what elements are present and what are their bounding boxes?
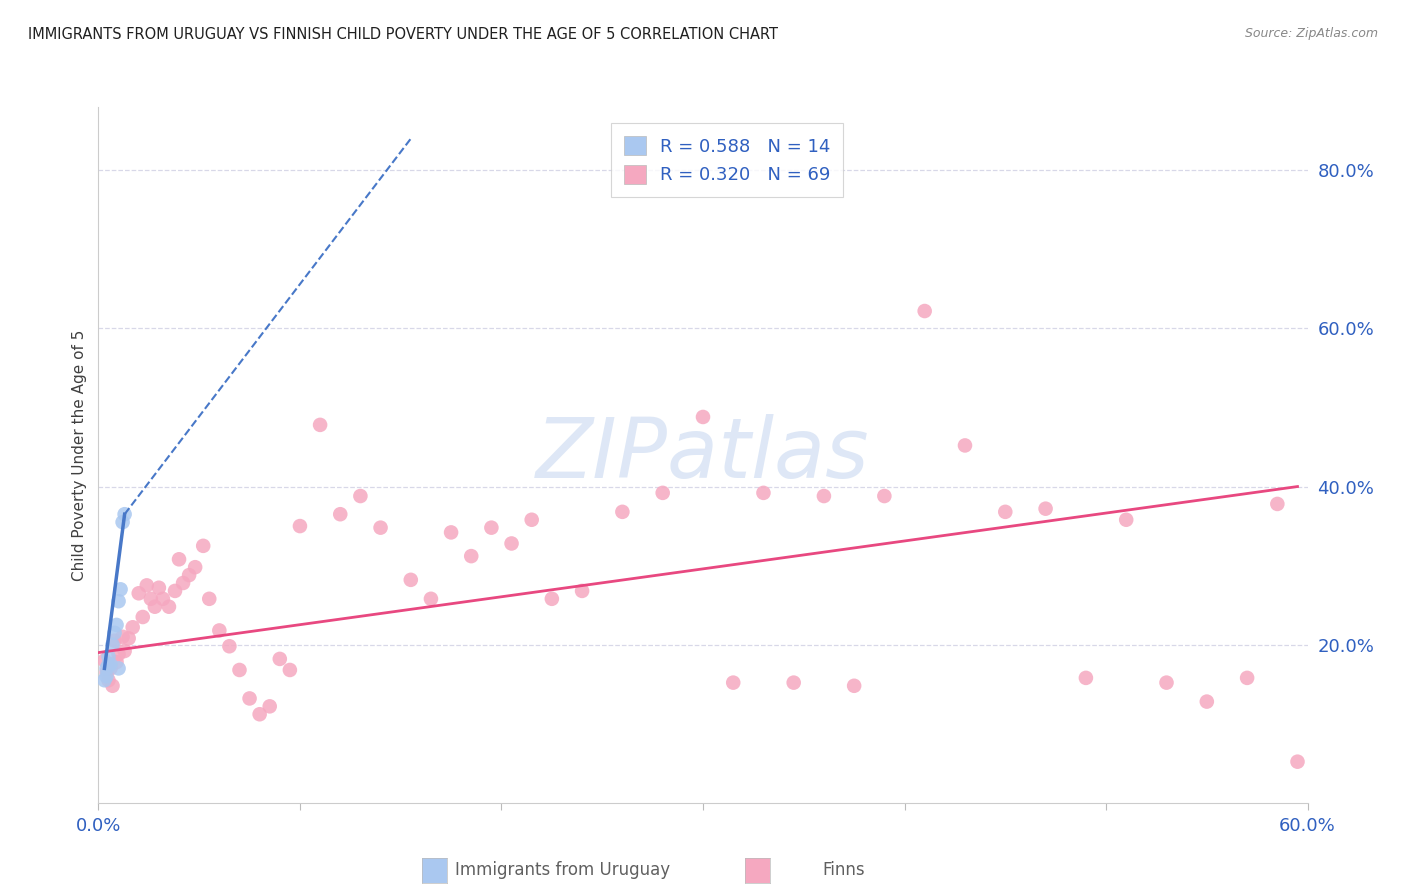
Point [103,625,125,640]
Text: Immigrants from Uruguay: Immigrants from Uruguay [454,861,671,879]
Point [114,644,136,658]
Point [111,515,134,529]
Point [873,489,896,503]
Point [93,653,115,667]
Point [184,560,207,574]
Point [128,586,150,600]
Point [157,599,180,614]
Point [179,568,201,582]
Point [100,661,122,675]
Point [288,519,311,533]
Point [1286,755,1309,769]
Point [93,673,115,688]
Point [101,679,124,693]
Point [96,665,118,680]
Point [651,486,673,500]
Point [1074,671,1097,685]
Point [1267,497,1289,511]
Point [107,647,129,661]
Point [994,505,1017,519]
Point [844,679,866,693]
Text: ZIPatlas: ZIPatlas [536,415,870,495]
Point [135,578,157,592]
Point [172,576,194,591]
Point [167,552,190,566]
Point [1115,513,1137,527]
Point [460,549,482,563]
Point [139,591,162,606]
Point [100,657,122,672]
Point [132,610,155,624]
Point [105,618,128,632]
Text: Source: ZipAtlas.com: Source: ZipAtlas.com [1244,27,1378,40]
Point [239,691,262,706]
Point [1156,675,1178,690]
Point [228,663,250,677]
Point [152,591,174,606]
Point [193,539,215,553]
Point [118,632,141,646]
Point [1035,501,1057,516]
Point [208,624,231,638]
Point [349,489,371,503]
Point [143,599,166,614]
Point [278,663,301,677]
Text: Finns: Finns [823,861,865,879]
Point [571,583,593,598]
Point [541,591,564,606]
Point [1195,695,1218,709]
Point [1236,671,1258,685]
Point [121,620,143,634]
Point [107,661,129,675]
Point [218,639,240,653]
Point [914,304,936,318]
Point [114,507,136,521]
Point [783,675,806,690]
Legend: R = 0.588   N = 14, R = 0.320   N = 69: R = 0.588 N = 14, R = 0.320 N = 69 [612,123,844,197]
Point [259,699,281,714]
Point [97,649,120,664]
Point [110,582,132,597]
Point [481,521,503,535]
Point [329,507,352,521]
Point [103,633,125,648]
Point [692,409,714,424]
Point [249,707,271,722]
Point [723,675,745,690]
Y-axis label: Child Poverty Under the Age of 5: Child Poverty Under the Age of 5 [72,329,87,581]
Point [370,521,392,535]
Point [420,591,443,606]
Point [96,669,118,683]
Point [520,513,543,527]
Point [309,417,332,432]
Point [501,536,523,550]
Point [612,505,634,519]
Point [148,581,170,595]
Point [269,652,291,666]
Point [953,438,976,452]
Point [399,573,422,587]
Point [101,638,124,652]
Point [105,655,128,669]
Point [96,661,118,675]
Point [440,525,463,540]
Point [111,630,134,644]
Point [107,594,129,608]
Text: IMMIGRANTS FROM URUGUAY VS FINNISH CHILD POVERTY UNDER THE AGE OF 5 CORRELATION : IMMIGRANTS FROM URUGUAY VS FINNISH CHILD… [28,27,778,42]
Point [163,583,186,598]
Point [97,657,120,672]
Point [752,486,775,500]
Point [813,489,835,503]
Point [97,673,120,688]
Point [198,591,221,606]
